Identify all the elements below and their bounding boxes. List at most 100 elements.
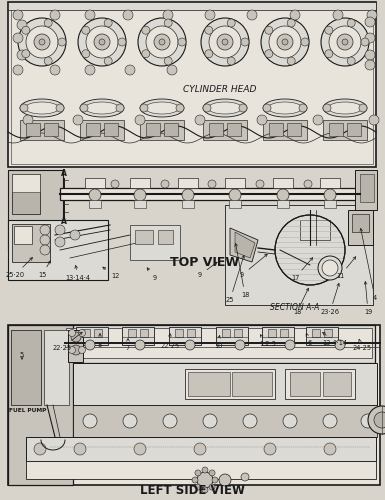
Text: CYLINDER HEAD: CYLINDER HEAD <box>183 86 257 94</box>
Text: A: A <box>61 170 67 178</box>
Circle shape <box>257 115 267 125</box>
Circle shape <box>359 104 367 112</box>
Text: 23·26: 23·26 <box>320 284 340 315</box>
Bar <box>26 437 376 461</box>
Circle shape <box>146 26 178 58</box>
Bar <box>360 174 374 202</box>
Text: 12: 12 <box>103 267 119 279</box>
Circle shape <box>209 26 241 58</box>
Circle shape <box>80 104 88 112</box>
Bar <box>329 123 343 136</box>
Circle shape <box>325 26 333 34</box>
Circle shape <box>123 10 133 20</box>
Circle shape <box>22 26 30 34</box>
Circle shape <box>23 115 33 125</box>
Circle shape <box>82 50 90 58</box>
Circle shape <box>167 65 177 75</box>
Bar <box>140 329 148 337</box>
Bar <box>14 226 32 244</box>
Circle shape <box>203 104 211 112</box>
Bar <box>232 372 272 396</box>
Circle shape <box>50 65 60 75</box>
Bar <box>122 327 154 345</box>
Bar <box>63 325 375 363</box>
Bar <box>225 178 245 188</box>
Circle shape <box>69 346 75 354</box>
Circle shape <box>50 10 60 20</box>
Circle shape <box>239 104 247 112</box>
Circle shape <box>261 18 309 66</box>
Text: 19: 19 <box>364 282 372 315</box>
Circle shape <box>44 19 52 27</box>
Bar <box>169 327 201 345</box>
Text: A: A <box>61 218 67 226</box>
Bar <box>280 329 288 337</box>
Text: 18: 18 <box>235 244 249 298</box>
Ellipse shape <box>328 102 362 114</box>
Bar <box>66 328 372 358</box>
Bar <box>44 123 58 136</box>
Bar <box>187 329 195 337</box>
Bar <box>209 123 223 136</box>
Circle shape <box>164 19 172 27</box>
Circle shape <box>264 443 276 455</box>
Circle shape <box>313 115 323 125</box>
Bar <box>8 325 380 485</box>
Text: 9: 9 <box>198 262 217 278</box>
Bar <box>26 461 376 479</box>
Circle shape <box>195 470 201 476</box>
Bar <box>312 329 320 337</box>
Text: LEFT SIDE VIEW: LEFT SIDE VIEW <box>139 484 244 496</box>
Bar <box>355 170 377 210</box>
Bar <box>268 329 276 337</box>
Bar <box>85 178 105 188</box>
Circle shape <box>209 470 215 476</box>
Circle shape <box>365 17 375 27</box>
Ellipse shape <box>80 99 124 117</box>
Text: 13·4·14: 13·4·14 <box>323 332 348 346</box>
Bar <box>130 178 150 188</box>
Circle shape <box>367 10 377 20</box>
Circle shape <box>17 20 27 30</box>
Text: 22·25: 22·25 <box>52 332 82 351</box>
Circle shape <box>365 33 375 43</box>
Text: 8: 8 <box>98 334 102 348</box>
Circle shape <box>342 39 348 45</box>
Circle shape <box>195 115 205 125</box>
Text: SECTION A-A: SECTION A-A <box>270 304 320 312</box>
Bar <box>277 200 289 208</box>
Text: 1·2·3: 1·2·3 <box>259 334 276 347</box>
Text: 5: 5 <box>20 352 24 359</box>
Circle shape <box>325 50 333 58</box>
Circle shape <box>227 57 235 65</box>
Circle shape <box>135 340 145 350</box>
Text: 9: 9 <box>147 268 157 281</box>
Circle shape <box>227 19 235 27</box>
Ellipse shape <box>323 99 367 117</box>
Bar <box>94 329 102 337</box>
Text: 24·25: 24·25 <box>352 340 372 351</box>
Circle shape <box>208 180 216 188</box>
Circle shape <box>70 230 80 240</box>
Circle shape <box>324 189 336 201</box>
Bar <box>20 120 64 140</box>
Bar <box>12 174 40 214</box>
Circle shape <box>365 60 375 70</box>
Circle shape <box>73 115 83 125</box>
Circle shape <box>55 237 65 247</box>
Circle shape <box>40 235 50 245</box>
Circle shape <box>17 50 27 60</box>
Circle shape <box>39 39 45 45</box>
Bar <box>89 200 101 208</box>
Circle shape <box>368 406 385 434</box>
Bar <box>178 178 198 188</box>
Bar <box>26 123 40 136</box>
Circle shape <box>142 50 150 58</box>
Circle shape <box>321 18 369 66</box>
Text: 9: 9 <box>240 254 267 278</box>
Circle shape <box>164 57 172 65</box>
Circle shape <box>20 104 28 112</box>
Circle shape <box>265 26 273 34</box>
Circle shape <box>56 104 64 112</box>
Circle shape <box>365 50 375 60</box>
